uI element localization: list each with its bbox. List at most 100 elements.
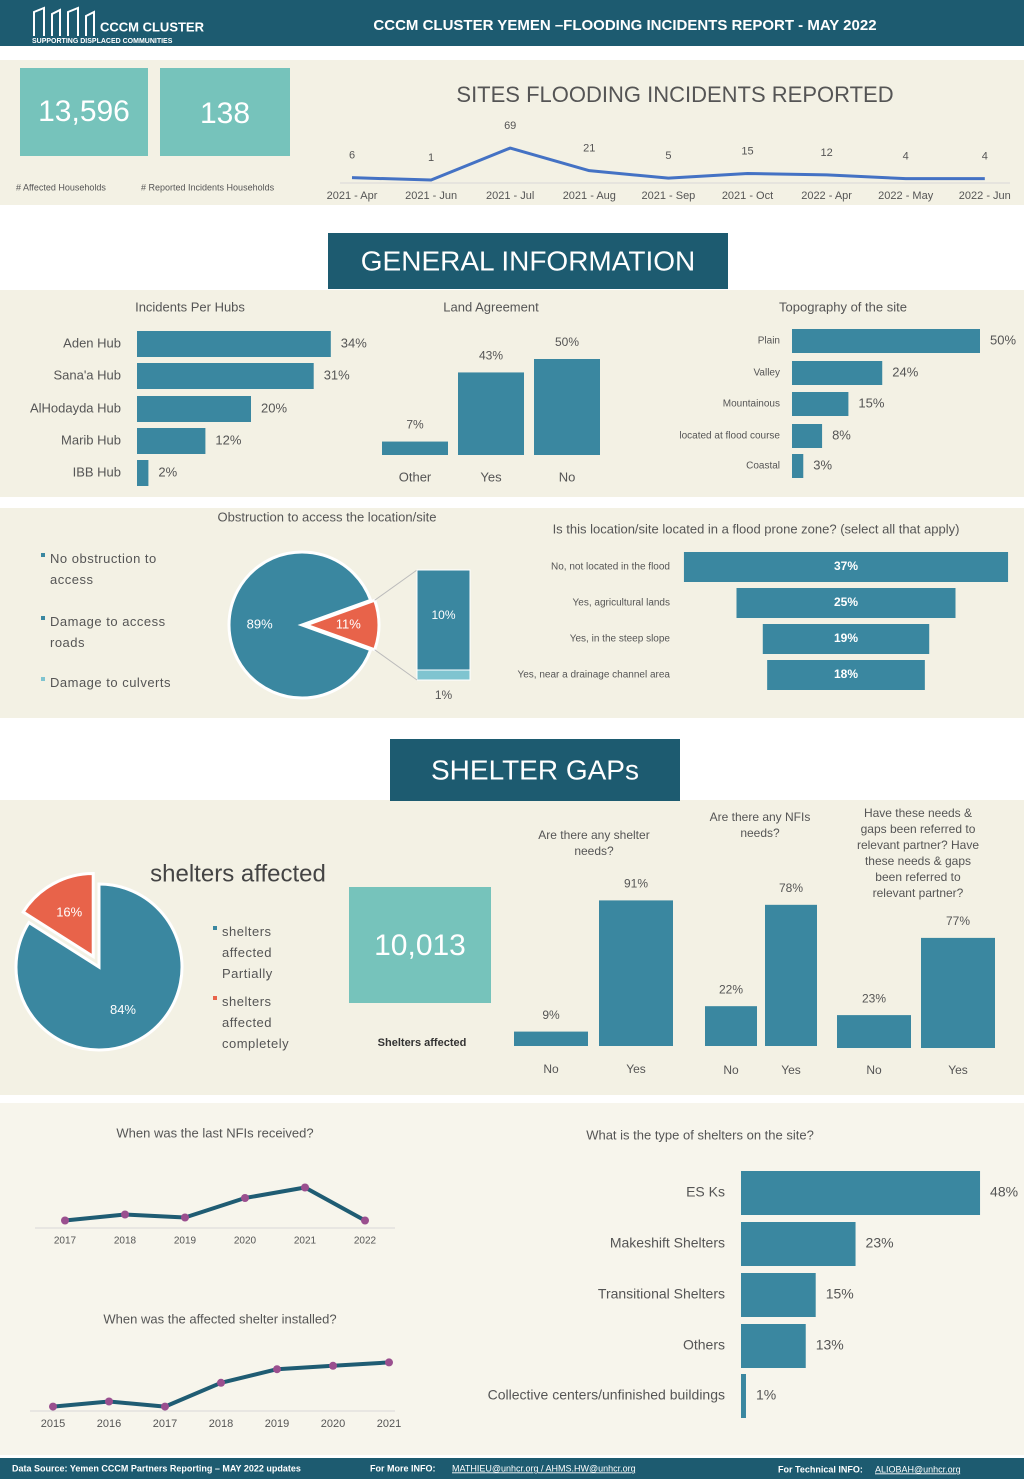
- data-label: 84%: [110, 1002, 136, 1017]
- data-label: 23%: [862, 991, 886, 1005]
- legend-swatch: [41, 677, 45, 681]
- bar: [741, 1273, 816, 1317]
- section-title: SHELTER GAPs: [431, 754, 639, 785]
- legend-label: Damage to culverts: [50, 675, 171, 690]
- marker: [329, 1361, 337, 1370]
- bar: [137, 363, 314, 389]
- x-tick-label: 2022 - May: [878, 190, 934, 202]
- x-tick-label: 2020: [321, 1418, 345, 1430]
- bar: [762, 624, 930, 654]
- section-box: [328, 233, 728, 289]
- y-tick-label: Transitional Shelters: [598, 1286, 725, 1302]
- data-label: 11%: [336, 616, 361, 631]
- kpi-value: 10,013: [374, 929, 466, 962]
- data-label: 24%: [892, 364, 918, 379]
- footer-label: For Technical INFO:: [778, 1464, 863, 1474]
- y-tick-label: Coastal: [746, 461, 780, 472]
- bar: [741, 1171, 981, 1215]
- panel: [0, 1103, 1024, 1455]
- data-label: 19%: [834, 631, 858, 645]
- pie-slice: [227, 550, 373, 700]
- x-tick-label: 2017: [54, 1236, 77, 1247]
- connector: [374, 649, 418, 681]
- y-tick-label: Plain: [758, 336, 780, 347]
- x-tick-label: 2019: [174, 1236, 197, 1247]
- legend-label: No obstruction to access: [50, 551, 157, 587]
- data-label: 25%: [834, 595, 858, 609]
- y-tick-label: Sana'a Hub: [53, 367, 121, 382]
- y-tick-label: located at flood course: [679, 431, 780, 442]
- data-label: 13%: [816, 1337, 844, 1353]
- kpi-label: # Affected Households: [16, 182, 106, 192]
- data-label: 6: [349, 150, 355, 162]
- bar-segment: [416, 669, 471, 681]
- data-label: 16%: [56, 904, 82, 919]
- bar: [599, 900, 673, 1046]
- bar: [792, 361, 883, 385]
- bar-segment: [416, 569, 471, 671]
- data-label: 12: [820, 147, 832, 159]
- data-label: 9%: [542, 1008, 560, 1022]
- logo-shape: [33, 6, 95, 36]
- x-tick-label: 2016: [97, 1418, 121, 1430]
- data-label: 91%: [624, 877, 648, 891]
- data-label: 21: [583, 143, 595, 155]
- y-tick-label: Yes, in the steep slope: [570, 634, 671, 645]
- data-label: 15%: [858, 395, 884, 410]
- footer-label: For More INFO:: [370, 1463, 436, 1473]
- chart-title-box: Are there any shelter needs?: [538, 828, 649, 858]
- bar: [137, 396, 251, 422]
- x-tick-label: 2021: [377, 1418, 401, 1430]
- bar: [137, 331, 331, 357]
- kpi-value: 138: [200, 97, 250, 130]
- y-tick-label: Valley: [754, 368, 781, 379]
- legend-label-box: Damage to culverts: [50, 675, 171, 690]
- bar: [792, 454, 804, 478]
- kpi-label: Shelters affected: [378, 1037, 467, 1049]
- bar: [458, 372, 524, 455]
- pie-slice: [21, 871, 95, 960]
- legend-swatch: [213, 996, 217, 1000]
- data-label: 50%: [555, 335, 579, 349]
- kpi-box: [349, 887, 491, 1003]
- chart-title: When was the last NFIs received?: [116, 1125, 313, 1140]
- legend-label-box: shelters affected completely: [222, 994, 289, 1051]
- y-tick-label: Makeshift Shelters: [610, 1235, 725, 1251]
- x-tick-label: 2018: [114, 1236, 137, 1247]
- marker: [361, 1216, 369, 1225]
- data-label: 15%: [826, 1286, 854, 1302]
- chart-title: Incidents Per Hubs: [135, 299, 245, 314]
- logo-subtitle: SUPPORTING DISPLACED COMMUNITIES: [32, 38, 173, 45]
- bar: [792, 329, 980, 353]
- data-label: 22%: [719, 982, 743, 996]
- data-label: 1: [428, 152, 434, 164]
- y-tick-label: Mountainous: [723, 399, 780, 410]
- legend-label: shelters affected Partially: [222, 924, 273, 981]
- data-label: 43%: [479, 349, 503, 363]
- bar: [382, 441, 448, 455]
- y-tick-label: IBB Hub: [73, 464, 121, 479]
- x-tick-label: 2019: [265, 1418, 289, 1430]
- x-tick-label: 2021 - Jun: [405, 190, 457, 202]
- x-tick-label: 2015: [41, 1418, 65, 1430]
- kpi-label: # Reported Incidents Households: [141, 182, 275, 192]
- logo-icon: [33, 6, 95, 36]
- data-label: 77%: [946, 914, 970, 928]
- marker: [217, 1378, 225, 1387]
- legend-label-box: No obstruction to access: [50, 551, 157, 587]
- data-label: 3%: [813, 457, 832, 472]
- data-label: 1%: [435, 688, 453, 702]
- data-label: 15: [741, 145, 753, 157]
- bar: [683, 552, 1009, 582]
- data-label: 10%: [431, 608, 455, 622]
- bar: [765, 904, 817, 1046]
- chart-title: Have these needs & gaps been referred to…: [856, 806, 980, 900]
- data-label: 89%: [247, 616, 273, 631]
- x-tick-label: 2021: [294, 1236, 317, 1247]
- chart-title: Are there any NFIs needs?: [709, 810, 811, 840]
- x-tick-label: 2021 - Apr: [327, 190, 378, 202]
- y-tick-label: Others: [683, 1337, 725, 1353]
- bar: [741, 1324, 806, 1368]
- x-tick-label: No: [866, 1063, 882, 1077]
- line: [64, 1185, 366, 1223]
